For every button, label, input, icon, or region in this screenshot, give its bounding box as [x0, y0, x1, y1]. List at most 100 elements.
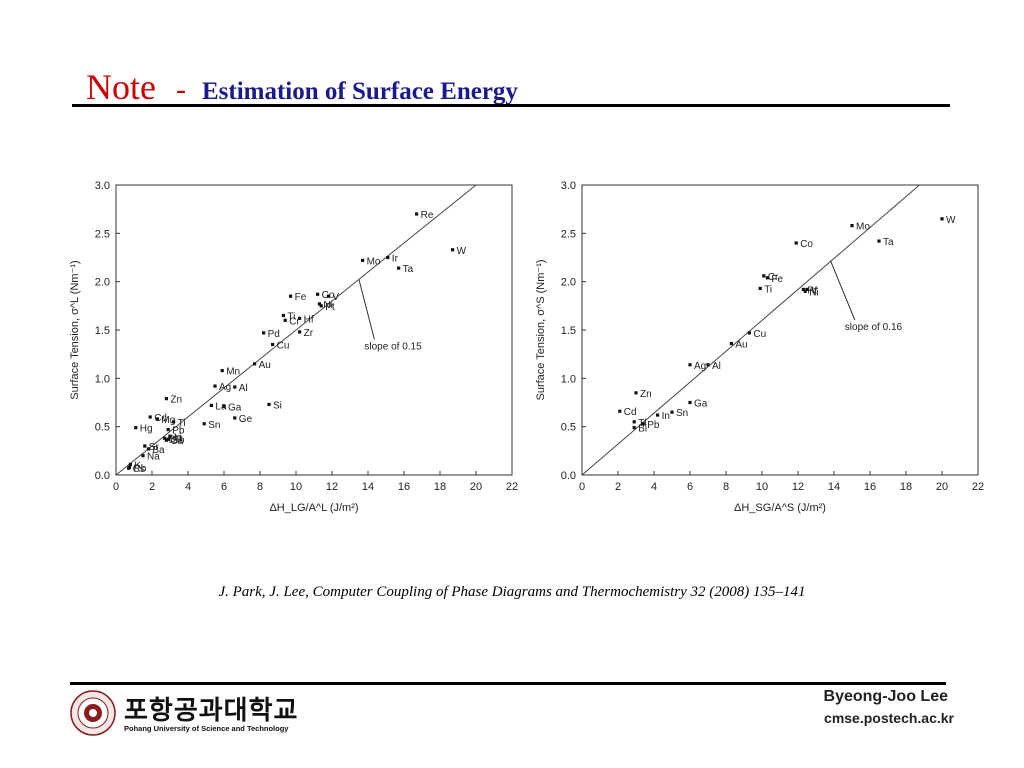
solid-x-tick-label: 22 [972, 481, 984, 493]
liquid-point-label-ge: Ge [239, 414, 253, 425]
liquid-point-ca [164, 438, 168, 442]
liquid-annotation-text: slope of 0.15 [364, 341, 422, 352]
liquid-point-ir [386, 255, 390, 260]
solid-point-tl [632, 420, 636, 424]
solid-annotation-text: slope of 0.16 [845, 322, 903, 333]
solid-point-label-au: Au [735, 340, 747, 351]
title-dash: - [175, 73, 186, 106]
solid-point-ag [688, 363, 692, 367]
liquid-point-label-ni: Ni [323, 300, 332, 311]
liquid-x-tick-label: 0 [113, 481, 119, 493]
liquid-point-cd [148, 415, 152, 419]
liquid-point-label-v: V [332, 292, 339, 303]
liquid-x-axis-label: ΔH_LG/A^L (J/m²) [269, 502, 358, 514]
liquid-y-tick-label: 0.0 [95, 470, 110, 482]
liquid-x-tick-label: 16 [398, 481, 410, 493]
liquid-point-w [451, 248, 455, 252]
liquid-point-label-cr: Cr [289, 316, 300, 327]
liquid-point-ga [222, 404, 226, 408]
liquid-point-mo [361, 258, 365, 262]
solid-point-label-ta: Ta [883, 237, 894, 248]
liquid-point-ti [172, 420, 176, 424]
solid-point-sn [670, 410, 674, 414]
liquid-point-re [415, 212, 419, 216]
solid-x-tick-label: 20 [936, 481, 948, 493]
liquid-point-label-cs: Cs [133, 464, 145, 475]
liquid-x-tick-label: 12 [326, 481, 338, 493]
solid-point-cd [618, 409, 622, 413]
liquid-point-hf [298, 316, 302, 320]
citation: J. Park, J. Lee, Computer Coupling of Ph… [218, 584, 806, 600]
liquid-point-label-pb: Pb [172, 426, 185, 437]
liquid-point-label-pt: Pt [325, 302, 335, 313]
solid-point-label-v: V [811, 285, 818, 296]
solid-point-label-co: Co [800, 239, 813, 250]
liquid-point-label-ir: Ir [392, 254, 399, 265]
university-name-english: Pohang University of Science and Technol… [124, 724, 289, 733]
liquid-chart-svg: 0 2 4 6 8 10 12 14 16 18 20 22 0.0 0.5 1.0 1.5 2.0 2.5 3.0… [69, 180, 518, 514]
liquid-point-co [316, 292, 320, 296]
liquid-point-bi [163, 436, 167, 440]
solid-x-tick-label: 14 [828, 481, 840, 493]
liquid-x-tick-label: 4 [185, 481, 191, 493]
liquid-y-tick-label: 2.5 [95, 228, 110, 240]
liquid-point-fe [289, 294, 293, 298]
solid-x-tick-label: 0 [579, 481, 585, 493]
solid-point-bi [632, 426, 636, 430]
liquid-point-mn [220, 369, 224, 373]
liquid-point-ta [397, 266, 401, 270]
liquid-point-label-ga: Ga [228, 402, 242, 413]
solid-point-label-ti: Ti [764, 284, 772, 295]
liquid-x-tick-label: 18 [434, 481, 446, 493]
solid-point-label-ni: Ni [809, 287, 818, 298]
solid-fit-line [581, 184, 920, 476]
solid-point-label-cu: Cu [753, 329, 766, 340]
liquid-point-na [141, 454, 145, 458]
liquid-point-label-sr: Sr [149, 442, 160, 453]
liquid-point-v [326, 294, 330, 298]
liquid-point-label-cu: Cu [277, 341, 290, 352]
solid-point-ti [758, 286, 762, 291]
liquid-point-cr [283, 318, 287, 322]
solid-y-tick-label: 1.0 [561, 373, 576, 385]
solid-x-axis-label: ΔH_SG/A^S (J/m²) [734, 502, 826, 514]
liquid-point-pd [262, 331, 266, 335]
liquid-y-tick-label: 3.0 [95, 180, 110, 192]
liquid-point-la [209, 403, 213, 407]
liquid-point-pt [319, 304, 323, 308]
liquid-x-tick-label: 20 [470, 481, 482, 493]
slide-title: Note - Estimation of Surface Energy [86, 66, 518, 108]
solid-point-cr [762, 274, 766, 278]
author-name: Byeong-Joo Lee [823, 688, 948, 705]
solid-point-ni [803, 289, 807, 293]
solid-point-label-mo: Mo [856, 222, 870, 233]
liquid-point-label-pd: Pd [268, 329, 280, 340]
liquid-point-ag [213, 384, 217, 388]
liquid-point-label-au: Au [259, 360, 271, 371]
liquid-point-ti [281, 313, 285, 318]
title-underline [72, 104, 950, 107]
solid-point-fe [765, 276, 769, 280]
solid-point-label-pb: Pb [647, 420, 660, 431]
liquid-surface-tension-chart: 0 2 4 6 8 10 12 14 16 18 20 22 0.0 0.5 1.0 1.5 2.0 2.5 3.0… [58, 170, 528, 530]
liquid-point-label-hf: Hf [304, 314, 314, 325]
liquid-point-label-ta: Ta [403, 264, 414, 275]
solid-point-ga [688, 400, 692, 405]
liquid-point-al [233, 385, 237, 389]
solid-point-label-cd: Cd [624, 407, 637, 418]
liquid-point-pb [166, 427, 170, 432]
liquid-point-label-mg: Mg [161, 415, 175, 426]
liquid-point-label-hg: Hg [140, 424, 153, 435]
solid-x-tick-label: 10 [756, 481, 768, 493]
liquid-point-label-fe: Fe [295, 292, 307, 303]
liquid-x-tick-label: 8 [257, 481, 263, 493]
solid-x-tick-label: 12 [792, 481, 804, 493]
liquid-point-k [128, 462, 132, 466]
solid-y-tick-label: 0.0 [561, 470, 576, 482]
solid-point-au [729, 341, 733, 346]
liquid-point-mg [155, 417, 159, 421]
liquid-point-rb [127, 465, 132, 469]
solid-y-tick-label: 2.0 [561, 277, 576, 289]
liquid-point-label-zr: Zr [304, 328, 314, 339]
solid-point-label-bi: Bi [638, 424, 647, 435]
